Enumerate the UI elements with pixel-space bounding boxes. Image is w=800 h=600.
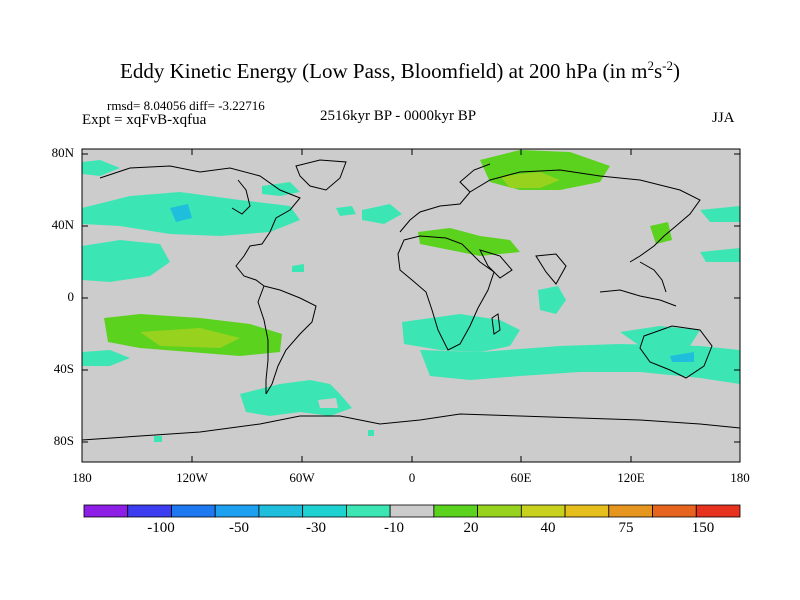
lon-label-180w: 180: [72, 470, 92, 485]
colorbar-swatch: [127, 504, 172, 518]
colorbar-label: -50: [229, 520, 249, 536]
lat-label-40n: 40N: [51, 217, 74, 232]
anomaly-shading: [82, 150, 740, 442]
lat-label-0: 0: [67, 289, 75, 304]
period-label: 2516kyr BP - 0000kyr BP: [320, 108, 477, 124]
colorbar-swatch: [520, 504, 566, 518]
colorbar-label: -30: [306, 520, 326, 536]
colorbar-swatch: [608, 504, 653, 518]
colorbar-swatch: [345, 504, 391, 518]
colorbar-swatch: [389, 504, 435, 518]
lon-label-180e: 180: [730, 470, 750, 485]
colorbar-swatch: [258, 504, 304, 518]
colorbar-swatch: [214, 504, 260, 518]
colorbar-swatch: [564, 504, 610, 518]
colorbar-label: 40: [540, 520, 556, 536]
map-frame: [81, 148, 741, 463]
colorbar-swatch: [302, 504, 347, 518]
colorbar-label: 20: [463, 520, 479, 536]
lon-label-120w: 120W: [176, 470, 208, 485]
lat-label-80s: 80S: [53, 433, 74, 448]
colorbar-label: -10: [384, 520, 404, 536]
colorbar-label: 150: [691, 520, 715, 536]
colorbar-swatch: [477, 504, 522, 518]
lat-label-40s: 40S: [53, 361, 74, 376]
experiment-label: Expt = xqFvB-xqfua: [82, 112, 207, 128]
season-label: JJA: [712, 110, 735, 126]
lon-label-60e: 60E: [510, 470, 532, 485]
stats-line: rmsd= 8.04056 diff= -3.22716: [107, 98, 265, 113]
colorbar-swatch: [433, 504, 478, 518]
colorbar-label: -100: [147, 520, 175, 536]
lat-label-80n: 80N: [51, 145, 74, 160]
colorbar-swatch: [695, 504, 741, 518]
colorbar-swatch: [83, 504, 129, 518]
figure-title: Eddy Kinetic Energy (Low Pass, Bloomfiel…: [120, 58, 680, 83]
colorbar-label: 75: [618, 520, 634, 536]
coastlines: [81, 159, 741, 441]
colorbar-swatch: [171, 504, 216, 518]
lon-label-0: 0: [408, 470, 416, 485]
colorbar: [83, 504, 741, 518]
lon-label-60w: 60W: [289, 470, 315, 485]
colorbar-swatch: [652, 504, 697, 518]
lon-label-120e: 120E: [617, 470, 645, 485]
axis-ticks: [82, 149, 740, 462]
